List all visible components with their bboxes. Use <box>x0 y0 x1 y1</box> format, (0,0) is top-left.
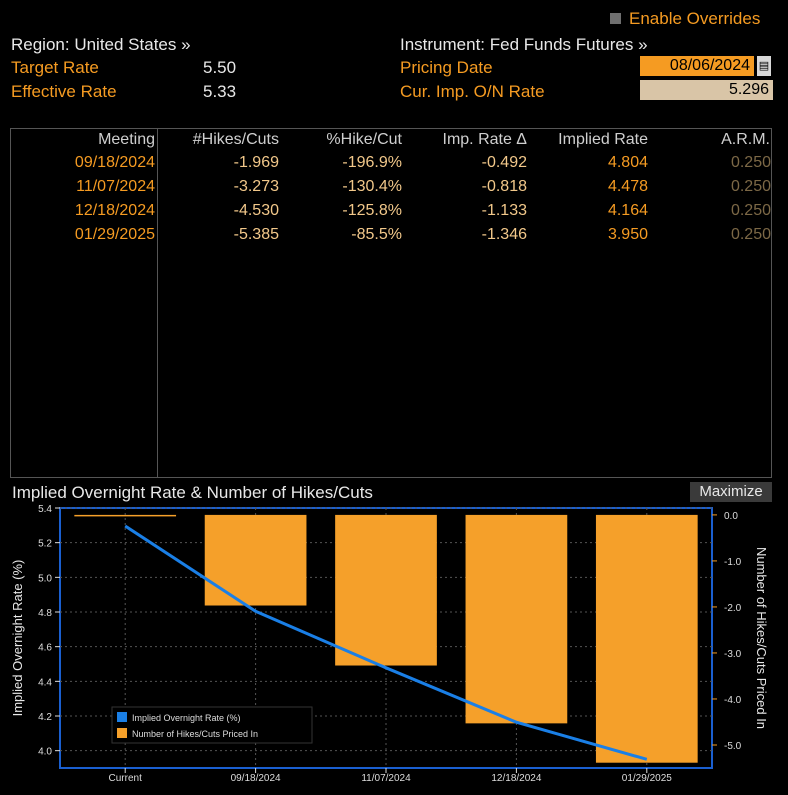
table-row-arm: 0.250 <box>730 202 771 219</box>
col-header-pct-hike-cut[interactable]: %Hike/Cut <box>326 131 402 148</box>
y-tick-label: 5.0 <box>38 573 52 584</box>
table-row-implied: 4.478 <box>607 178 648 195</box>
x-tick-label: 12/18/2024 <box>491 773 541 784</box>
table-row-meeting: 11/07/2024 <box>76 178 155 195</box>
enable-overrides-checkbox[interactable] <box>610 13 621 24</box>
pricing-date-label: Pricing Date <box>400 58 493 77</box>
chart-title: Implied Overnight Rate & Number of Hikes… <box>12 483 373 502</box>
legend-label: Implied Overnight Rate (%) <box>132 713 241 723</box>
table-row-pct: -196.9% <box>342 154 402 171</box>
y2-tick-label: -1.0 <box>724 557 742 568</box>
bar <box>335 514 437 666</box>
x-tick-label: 01/29/2025 <box>622 773 672 784</box>
x-tick-label: 11/07/2024 <box>361 773 411 784</box>
table-row-hikes: -4.530 <box>233 202 279 219</box>
y2-tick-label: -4.0 <box>724 695 742 706</box>
y-axis-title: Implied Overnight Rate (%) <box>10 560 25 717</box>
legend-swatch <box>117 712 127 722</box>
y-tick-label: 4.2 <box>38 712 52 723</box>
y2-tick-label: 0.0 <box>724 511 738 522</box>
x-tick-label: 09/18/2024 <box>231 773 281 784</box>
bar <box>74 514 177 517</box>
calendar-icon[interactable]: ▤ <box>757 56 771 76</box>
rate-line <box>124 524 648 761</box>
pricing-date-input[interactable]: 08/06/2024 <box>640 56 754 76</box>
table-row-implied: 3.950 <box>607 226 648 243</box>
col-header-hikes-cuts[interactable]: #Hikes/Cuts <box>192 131 279 148</box>
y2-tick-label: -5.0 <box>724 741 742 752</box>
x-tick-label: Current <box>109 773 143 784</box>
y-tick-label: 5.2 <box>38 539 52 550</box>
target-rate-value: 5.50 <box>203 58 237 77</box>
effective-rate-label: Effective Rate <box>11 82 117 101</box>
target-rate-label: Target Rate <box>11 58 99 77</box>
implied-rate-chart: 5.4 5.2 5.0 4.8 4.6 4.4 4.2 4.0 0.0 -1.0 -2.0 -3.0 -… <box>10 504 769 784</box>
table-row-hikes: -5.385 <box>233 226 279 243</box>
cur-imp-rate-label: Cur. Imp. O/N Rate <box>400 82 545 101</box>
table-row-arm: 0.250 <box>730 178 771 195</box>
y-tick-label: 4.0 <box>38 747 52 758</box>
table-row-pct: -125.8% <box>342 202 402 219</box>
bar <box>595 514 698 763</box>
maximize-button[interactable]: Maximize <box>690 482 772 502</box>
enable-overrides-label[interactable]: Enable Overrides <box>629 9 761 28</box>
instrument-selector[interactable]: Instrument: Fed Funds Futures » <box>400 35 648 54</box>
table-row-pct: -85.5% <box>351 226 402 243</box>
y2-tick-label: -2.0 <box>724 603 742 614</box>
region-selector[interactable]: Region: United States » <box>11 35 191 54</box>
table-row-delta: -0.818 <box>481 178 527 195</box>
y-tick-label: 5.4 <box>38 504 52 515</box>
table-row-arm: 0.250 <box>730 154 771 171</box>
col-header-implied-rate[interactable]: Implied Rate <box>558 131 648 148</box>
effective-rate-value: 5.33 <box>203 82 237 101</box>
table-row-hikes: -3.273 <box>233 178 279 195</box>
y2-axis-title: Number of Hikes/Cuts Priced In <box>754 547 769 729</box>
table-row-implied: 4.164 <box>607 202 648 219</box>
legend <box>111 706 313 744</box>
col-header-meeting[interactable]: Meeting <box>98 131 155 148</box>
table-row-pct: -130.4% <box>342 178 402 195</box>
meetings-table <box>10 128 772 478</box>
y-tick-label: 4.4 <box>38 677 52 688</box>
col-header-arm[interactable]: A.R.M. <box>721 131 770 148</box>
table-row-delta: -0.492 <box>481 154 527 171</box>
table-row-hikes: -1.969 <box>233 154 279 171</box>
legend-label: Number of Hikes/Cuts Priced In <box>132 729 258 739</box>
table-row-delta: -1.346 <box>481 226 527 243</box>
table-row-delta: -1.133 <box>481 202 527 219</box>
bar <box>465 514 568 724</box>
y2-tick-label: -3.0 <box>724 649 742 660</box>
table-row-meeting: 09/18/2024 <box>74 154 155 171</box>
table-row-implied: 4.804 <box>607 154 648 171</box>
y-tick-label: 4.6 <box>38 643 52 654</box>
table-divider <box>157 128 158 478</box>
table-row-meeting: 01/29/2025 <box>74 226 155 243</box>
col-header-imp-rate-delta[interactable]: Imp. Rate Δ <box>442 131 528 148</box>
table-row-meeting: 12/18/2024 <box>74 202 155 219</box>
y-tick-label: 4.8 <box>38 608 52 619</box>
cur-imp-rate-input[interactable]: 5.296 <box>640 80 773 100</box>
legend-swatch <box>117 728 127 738</box>
table-row-arm: 0.250 <box>730 226 771 243</box>
bar <box>204 514 307 606</box>
